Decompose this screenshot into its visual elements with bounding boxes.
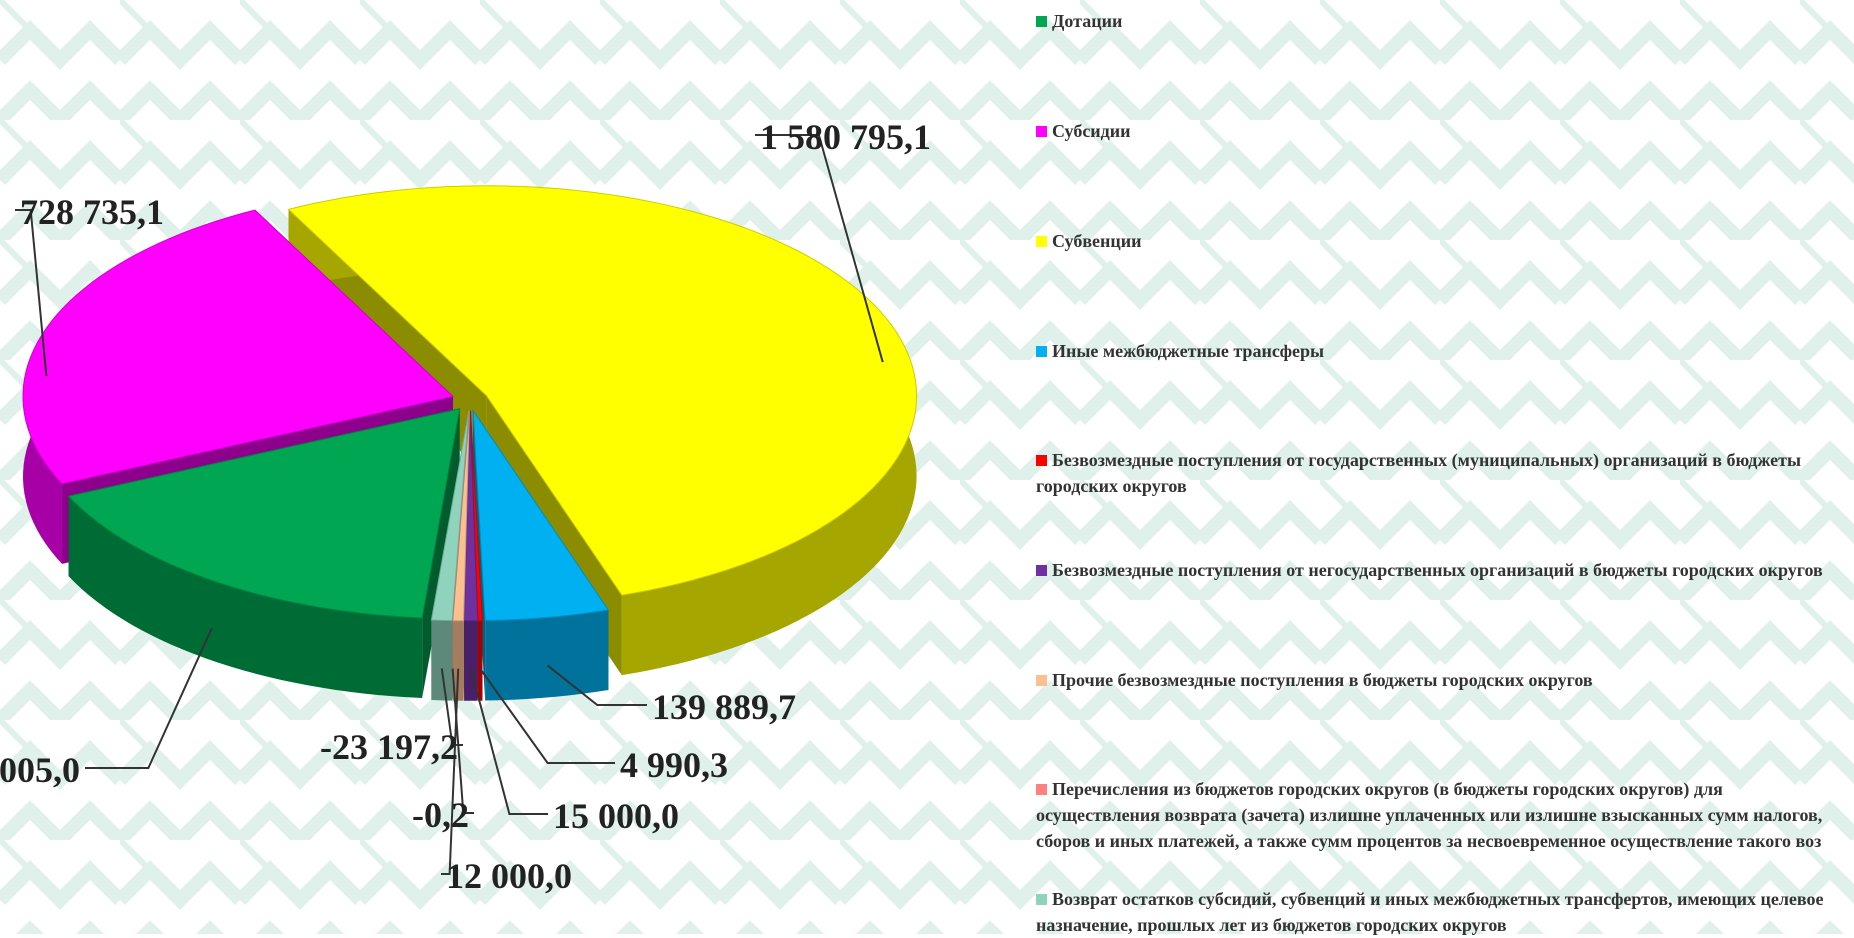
legend-item: Субвенции	[1036, 228, 1848, 254]
legend-swatch	[1036, 894, 1047, 905]
legend-item: Перечисления из бюджетов городских округ…	[1036, 776, 1848, 854]
page: 505 005,0 728 735,1 1 580 795,1 139 889,7 4 …	[0, 0, 1854, 934]
legend-swatch	[1036, 675, 1047, 686]
data-label: 505 005,0	[0, 750, 80, 790]
legend-label: Прочие безвозмездные поступления в бюдже…	[1052, 670, 1593, 690]
data-label: -0,2	[412, 795, 469, 835]
legend-item: Иные межбюджетные трансферы	[1036, 338, 1848, 364]
legend-label: Субсидии	[1052, 121, 1131, 141]
legend-label: Возврат остатков субсидий, субвенций и и…	[1036, 889, 1824, 935]
legend-swatch	[1036, 126, 1047, 137]
legend-item: Безвозмездные поступления от государстве…	[1036, 447, 1848, 499]
slice-wall	[478, 621, 482, 701]
legend-item: Прочие безвозмездные поступления в бюдже…	[1036, 667, 1848, 693]
data-label: 15 000,0	[553, 796, 679, 836]
data-label: 139 889,7	[652, 687, 796, 727]
data-label: 12 000,0	[446, 856, 572, 896]
legend-label: Субвенции	[1052, 231, 1142, 251]
data-label: 728 735,1	[20, 192, 164, 232]
slice-wall	[485, 610, 608, 701]
legend-swatch	[1036, 455, 1047, 466]
legend-label: Перечисления из бюджетов городских округ…	[1036, 779, 1822, 851]
legend-item: Возврат остатков субсидий, субвенций и и…	[1036, 886, 1848, 938]
legend-item: Субсидии	[1036, 118, 1848, 144]
legend-label: Безвозмездные поступления от негосударст…	[1052, 560, 1823, 580]
legend-swatch	[1036, 346, 1047, 357]
legend-label: Иные межбюджетные трансферы	[1052, 341, 1324, 361]
data-label: 4 990,3	[620, 745, 728, 785]
legend-item: Безвозмездные поступления от негосударст…	[1036, 557, 1848, 583]
legend-label: Безвозмездные поступления от государстве…	[1036, 450, 1801, 496]
data-label: -23 197,2	[320, 727, 458, 767]
legend-swatch	[1036, 236, 1047, 247]
legend-item: Дотации	[1036, 8, 1848, 34]
data-label: 1 580 795,1	[760, 117, 931, 157]
slice-wall	[431, 620, 452, 701]
legend-swatch	[1036, 565, 1047, 576]
legend-swatch	[1036, 16, 1047, 27]
legend-swatch	[1036, 784, 1047, 795]
legend-label: Дотации	[1052, 11, 1122, 31]
